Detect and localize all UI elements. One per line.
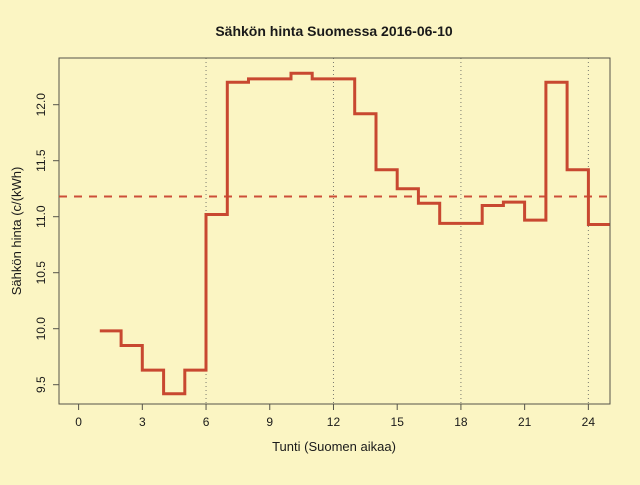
svg-text:11.5: 11.5: [34, 149, 48, 172]
gridlines: [205, 58, 589, 404]
svg-text:9: 9: [266, 415, 273, 429]
svg-text:6: 6: [203, 415, 210, 429]
svg-text:24: 24: [582, 415, 596, 429]
plot-border-box: [58, 57, 611, 405]
svg-text:10.5: 10.5: [34, 261, 48, 285]
svg-text:18: 18: [454, 415, 468, 429]
svg-text:12: 12: [327, 415, 341, 429]
y-axis-label: Sähkön hinta (c/(kWh): [9, 167, 24, 296]
svg-text:9.5: 9.5: [34, 376, 48, 393]
svg-text:21: 21: [518, 415, 532, 429]
svg-text:12.0: 12.0: [34, 93, 48, 117]
price-step-series: [99, 71, 610, 396]
svg-text:3: 3: [139, 415, 146, 429]
chart-title: Sähkön hinta Suomessa 2016-06-10: [215, 23, 453, 39]
svg-text:15: 15: [391, 415, 405, 429]
svg-text:0: 0: [75, 415, 82, 429]
axis-tick-labels: 0 3 6 9 12 15 18 21 24 9.5 10.0 10.5 11.0 11.5 12.0: [34, 93, 595, 429]
svg-text:10.0: 10.0: [34, 317, 48, 341]
svg-text:11.0: 11.0: [34, 205, 48, 228]
x-axis-label: Tunti (Suomen aikaa): [272, 439, 396, 454]
axis-ticks: [53, 104, 589, 410]
